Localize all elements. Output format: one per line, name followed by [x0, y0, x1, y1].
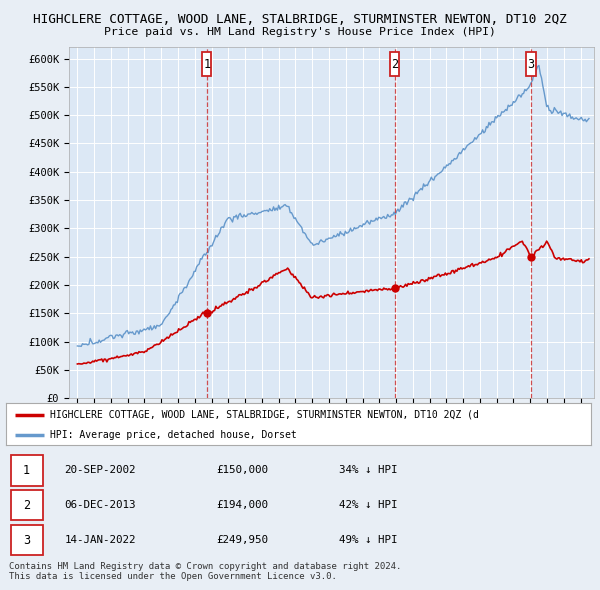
FancyBboxPatch shape [390, 53, 400, 76]
Text: Price paid vs. HM Land Registry's House Price Index (HPI): Price paid vs. HM Land Registry's House … [104, 27, 496, 37]
Text: 3: 3 [23, 533, 30, 546]
Text: 1: 1 [203, 58, 211, 71]
Text: HPI: Average price, detached house, Dorset: HPI: Average price, detached house, Dors… [50, 430, 296, 440]
FancyBboxPatch shape [11, 525, 43, 555]
Text: Contains HM Land Registry data © Crown copyright and database right 2024.: Contains HM Land Registry data © Crown c… [9, 562, 401, 571]
Text: £249,950: £249,950 [217, 535, 269, 545]
FancyBboxPatch shape [202, 53, 211, 76]
Text: 06-DEC-2013: 06-DEC-2013 [65, 500, 136, 510]
Text: HIGHCLERE COTTAGE, WOOD LANE, STALBRIDGE, STURMINSTER NEWTON, DT10 2QZ (d: HIGHCLERE COTTAGE, WOOD LANE, STALBRIDGE… [50, 410, 479, 420]
FancyBboxPatch shape [526, 53, 536, 76]
Text: 14-JAN-2022: 14-JAN-2022 [65, 535, 136, 545]
FancyBboxPatch shape [11, 490, 43, 520]
Text: HIGHCLERE COTTAGE, WOOD LANE, STALBRIDGE, STURMINSTER NEWTON, DT10 2QZ: HIGHCLERE COTTAGE, WOOD LANE, STALBRIDGE… [33, 13, 567, 26]
Text: 2: 2 [391, 58, 398, 71]
Text: £194,000: £194,000 [217, 500, 269, 510]
Text: 20-SEP-2002: 20-SEP-2002 [65, 466, 136, 475]
FancyBboxPatch shape [11, 455, 43, 486]
Text: 2: 2 [23, 499, 30, 512]
Text: £150,000: £150,000 [217, 466, 269, 475]
Text: 34% ↓ HPI: 34% ↓ HPI [340, 466, 398, 475]
Text: 49% ↓ HPI: 49% ↓ HPI [340, 535, 398, 545]
Text: This data is licensed under the Open Government Licence v3.0.: This data is licensed under the Open Gov… [9, 572, 337, 581]
Text: 1: 1 [23, 464, 30, 477]
Text: 42% ↓ HPI: 42% ↓ HPI [340, 500, 398, 510]
Text: 3: 3 [527, 58, 535, 71]
